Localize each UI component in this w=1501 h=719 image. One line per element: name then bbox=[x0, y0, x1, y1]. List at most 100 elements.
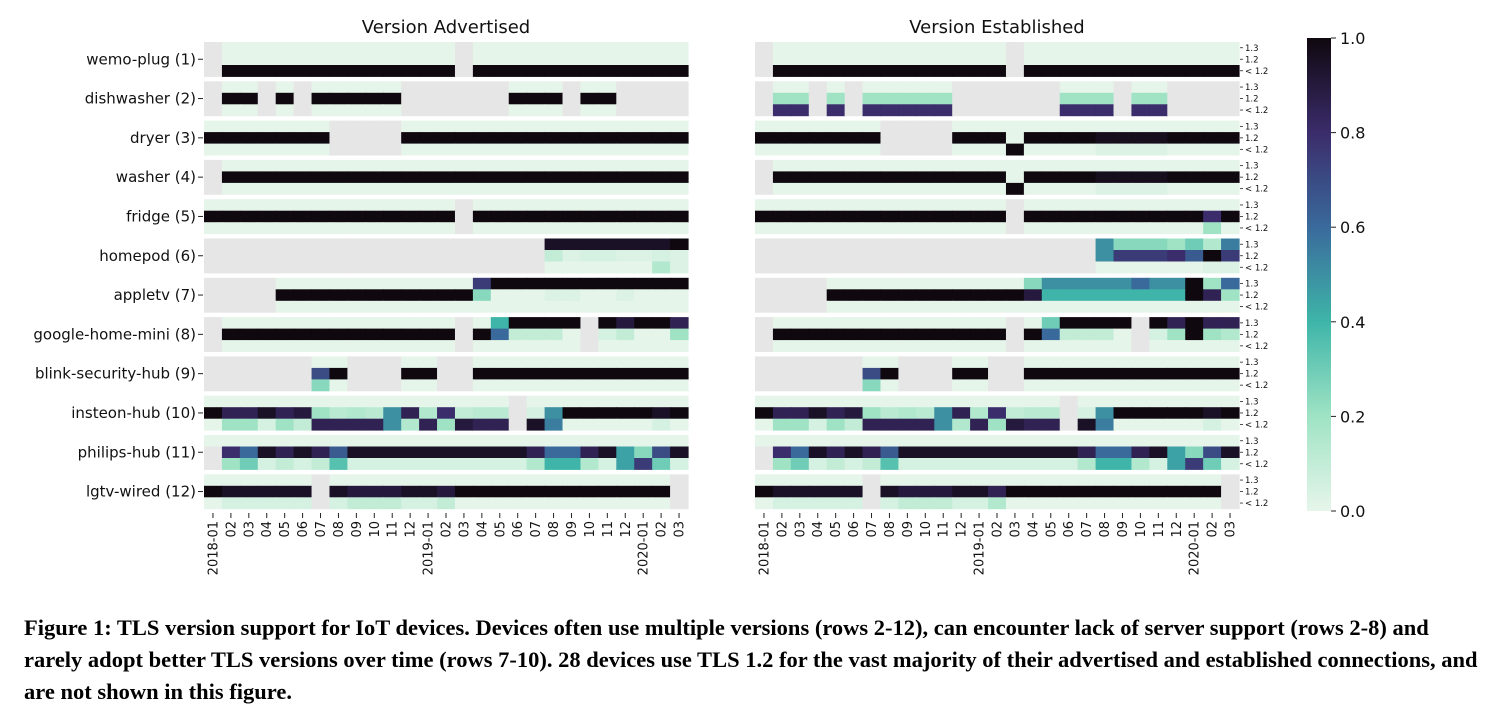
heatmap-cell bbox=[472, 328, 492, 341]
heatmap-cell bbox=[293, 317, 313, 329]
heatmap-cell bbox=[616, 238, 635, 251]
heatmap-cell bbox=[772, 317, 792, 329]
heatmap-cell bbox=[580, 132, 599, 144]
heatmap-cell bbox=[808, 250, 828, 262]
heatmap-cell bbox=[401, 367, 420, 380]
heatmap-cell bbox=[508, 340, 528, 352]
heatmap-cell bbox=[934, 474, 953, 487]
heatmap-cell bbox=[490, 317, 510, 329]
heatmap-cell bbox=[826, 418, 846, 431]
heatmap-cell bbox=[616, 356, 635, 369]
heatmap-cell bbox=[311, 277, 331, 290]
heatmap-cell bbox=[204, 143, 223, 156]
heatmap-cell bbox=[1221, 317, 1240, 329]
heatmap-cell bbox=[275, 485, 295, 498]
heatmap-cell bbox=[862, 261, 882, 274]
heatmap-cell bbox=[472, 104, 492, 117]
heatmap-cell bbox=[580, 379, 599, 392]
heatmap-cell bbox=[880, 120, 900, 133]
heatmap-cell bbox=[898, 120, 917, 133]
heatmap-cell bbox=[916, 497, 935, 510]
heatmap-cell bbox=[1167, 356, 1186, 369]
heatmap-cell bbox=[1167, 143, 1186, 156]
heatmap-cell bbox=[598, 317, 617, 329]
heatmap-cell bbox=[1113, 407, 1133, 420]
heatmap-cell bbox=[1113, 340, 1133, 352]
heatmap-cell bbox=[472, 199, 492, 212]
heatmap-cell bbox=[1221, 222, 1240, 235]
heatmap-cell bbox=[508, 104, 528, 117]
heatmap-cell bbox=[275, 418, 295, 431]
heatmap-cell bbox=[204, 65, 223, 77]
x-tick-label: 05 bbox=[829, 521, 844, 538]
heatmap-cell bbox=[755, 367, 774, 380]
heatmap-cell bbox=[221, 289, 241, 302]
heatmap-cell bbox=[772, 328, 792, 341]
heatmap-cell bbox=[1023, 300, 1043, 313]
heatmap-cell bbox=[844, 120, 864, 133]
heatmap-cell bbox=[898, 182, 917, 195]
heatmap-cell bbox=[772, 407, 792, 420]
heatmap-cell bbox=[1203, 317, 1222, 329]
heatmap-cell bbox=[204, 42, 223, 54]
heatmap-cell bbox=[419, 65, 438, 77]
heatmap-cell bbox=[1113, 289, 1133, 302]
heatmap-cell bbox=[544, 182, 564, 195]
heatmap-cell bbox=[347, 317, 366, 329]
heatmap-cell bbox=[1167, 104, 1186, 117]
heatmap-cell bbox=[988, 277, 1007, 290]
heatmap-cell bbox=[862, 238, 882, 251]
heatmap-cell bbox=[844, 474, 864, 487]
heatmap-cell bbox=[1167, 42, 1186, 54]
heatmap-cell bbox=[365, 53, 384, 66]
heatmap-cell bbox=[1095, 356, 1115, 369]
heatmap-cell bbox=[755, 120, 774, 133]
heatmap-cell bbox=[844, 210, 864, 223]
version-label: 1.2 bbox=[1245, 252, 1259, 262]
heatmap-cell bbox=[1131, 458, 1150, 470]
heatmap-cell bbox=[490, 210, 510, 223]
heatmap-cell bbox=[401, 300, 420, 313]
heatmap-cell bbox=[772, 132, 792, 144]
heatmap-cell bbox=[790, 53, 810, 66]
heatmap-cell bbox=[1077, 395, 1097, 408]
heatmap-cell bbox=[1077, 81, 1097, 94]
heatmap-cell bbox=[755, 238, 774, 251]
heatmap-cell bbox=[616, 222, 635, 235]
heatmap-cell bbox=[311, 485, 331, 498]
heatmap-cell bbox=[755, 435, 774, 447]
heatmap-cell bbox=[454, 104, 474, 117]
heatmap-cell bbox=[490, 458, 510, 470]
heatmap-cell bbox=[437, 159, 456, 172]
heatmap-cell bbox=[257, 261, 277, 274]
heatmap-cell bbox=[1131, 418, 1150, 431]
x-tick-label: 2020-01 bbox=[637, 521, 652, 575]
heatmap-cell bbox=[1149, 474, 1168, 487]
heatmap-cell bbox=[808, 143, 828, 156]
heatmap-cell bbox=[1077, 356, 1097, 369]
heatmap-cell bbox=[221, 171, 241, 184]
heatmap-cell bbox=[844, 446, 864, 459]
heatmap-cell bbox=[880, 435, 900, 447]
heatmap-cell bbox=[1203, 120, 1222, 133]
heatmap-cell bbox=[257, 485, 277, 498]
x-tick-label: 03 bbox=[1224, 521, 1239, 538]
heatmap-cell bbox=[562, 474, 582, 487]
heatmap-cell bbox=[293, 407, 313, 420]
heatmap-cell bbox=[293, 458, 313, 470]
heatmap-cell bbox=[1077, 418, 1097, 431]
heatmap-cell bbox=[1221, 328, 1240, 341]
heatmap-cell bbox=[1203, 250, 1222, 262]
heatmap-cell bbox=[562, 458, 582, 470]
heatmap-cell bbox=[347, 340, 366, 352]
heatmap-cell bbox=[1131, 210, 1150, 223]
heatmap-cell bbox=[844, 65, 864, 77]
heatmap-cell bbox=[1095, 104, 1115, 117]
figure: Version Advertised 2018-01 02 03 04 05 06 07 08 0… bbox=[33, 17, 1365, 575]
heatmap-cell bbox=[437, 53, 456, 66]
heatmap-cell bbox=[808, 485, 828, 498]
heatmap-cell bbox=[1041, 485, 1061, 498]
heatmap-cell bbox=[437, 238, 456, 251]
heatmap-cell bbox=[755, 182, 774, 195]
heatmap-cell bbox=[916, 485, 935, 498]
